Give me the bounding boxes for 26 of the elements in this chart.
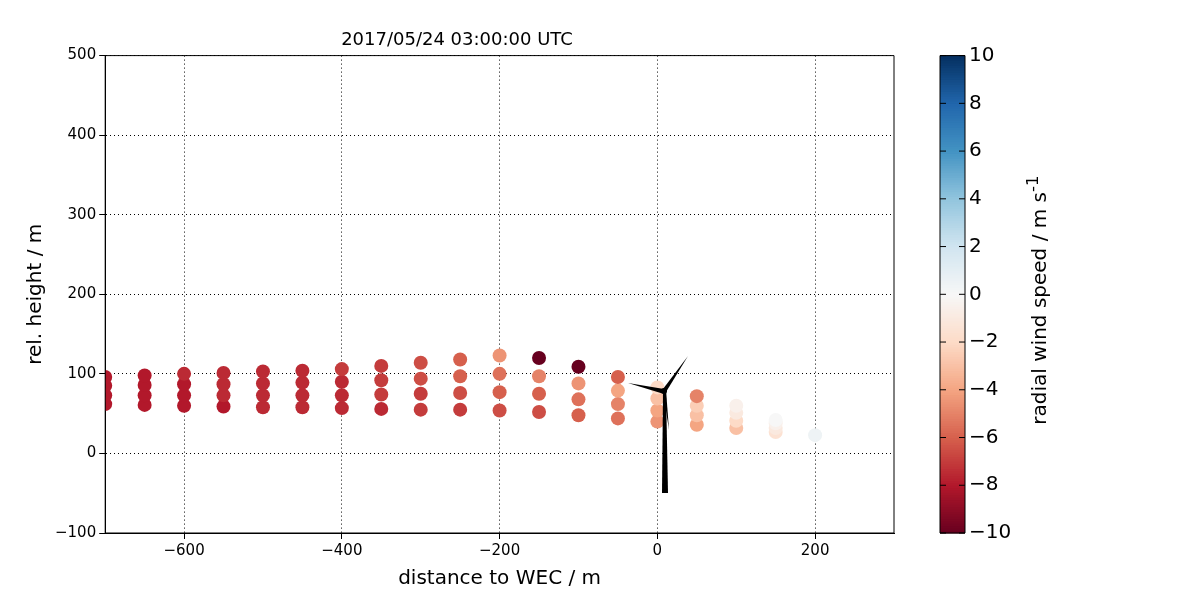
- y-tick-label: 300: [67, 204, 97, 223]
- y-axis-title: rel. height / m: [22, 223, 47, 365]
- x-axis-title: distance to WEC / m: [398, 565, 602, 590]
- color-bar-label: −6: [969, 423, 999, 448]
- color-bar-label: 8: [969, 89, 982, 114]
- color-bar-label: −4: [969, 375, 999, 400]
- color-bar-label: −10: [969, 519, 1012, 544]
- y-tick-label: −100: [55, 522, 97, 541]
- y-tick-label: 100: [67, 363, 97, 382]
- x-tick-label: 200: [800, 540, 830, 559]
- chart-title: 2017/05/24 03:00:00 UTC: [341, 28, 573, 50]
- x-tick-label: −200: [479, 540, 521, 559]
- x-tick-label: 0: [652, 540, 663, 559]
- color-bar-label: 0: [969, 280, 982, 305]
- y-tick-label: 500: [67, 45, 97, 64]
- y-tick-label: 400: [67, 125, 97, 144]
- color-bar-label: 10: [969, 41, 995, 66]
- color-bar-label: −2: [969, 328, 999, 353]
- color-bar-label: −8: [969, 471, 999, 496]
- y-tick-label: 200: [67, 284, 97, 303]
- color-bar-label: 4: [969, 185, 982, 210]
- color-bar-label: 2: [969, 232, 982, 257]
- x-tick-label: −600: [163, 540, 205, 559]
- color-bar-label: 6: [969, 137, 982, 162]
- x-tick-label: −400: [321, 540, 363, 559]
- y-tick-label: 0: [86, 443, 97, 462]
